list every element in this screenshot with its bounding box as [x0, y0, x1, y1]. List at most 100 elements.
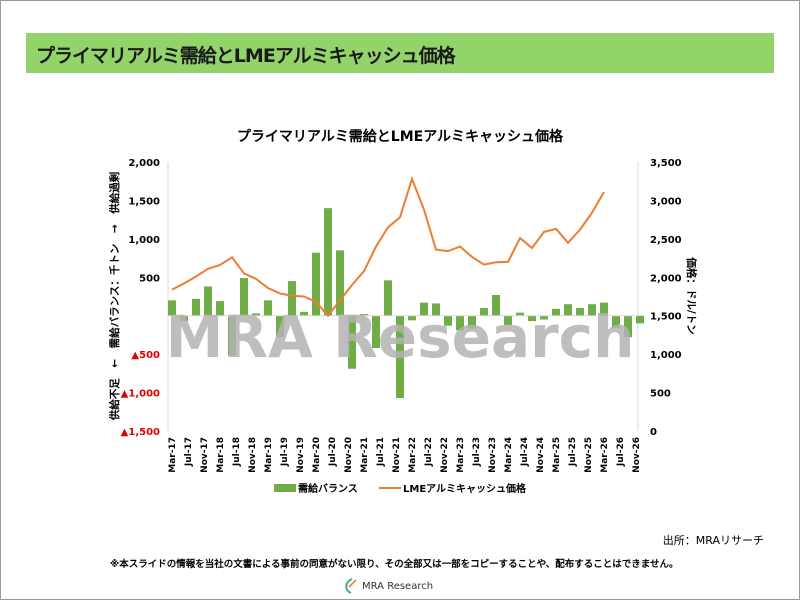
balance-bar: [324, 208, 332, 316]
right-tick-label: 0: [650, 427, 657, 438]
x-tick-label: Jul-19: [280, 437, 290, 467]
balance-bar: [372, 315, 380, 348]
balance-bar: [468, 315, 476, 329]
x-tick-label: Nov-23: [488, 437, 498, 473]
balance-bar: [444, 315, 452, 326]
x-tick-label: Nov-19: [296, 437, 306, 473]
x-tick-label: Nov-22: [440, 437, 450, 473]
logo-icon: [345, 578, 357, 594]
right-tick-label: 3,000: [650, 196, 682, 207]
balance-bar: [240, 278, 248, 316]
right-tick-label: 500: [650, 389, 671, 400]
logo-text: MRA Research: [362, 580, 434, 592]
balance-bar: [624, 315, 632, 338]
x-tick-label: Jul-17: [184, 437, 194, 467]
slide-title: プライマリアルミ需給とLMEアルミキャッシュ価格: [36, 45, 456, 67]
left-tick-label: 2,000: [128, 158, 160, 169]
balance-bar: [528, 315, 536, 322]
balance-bar: [252, 313, 260, 316]
x-tick-label: Jul-22: [424, 437, 434, 467]
left-tick-label: 1,000: [128, 235, 160, 246]
x-tick-label: Mar-20: [312, 437, 322, 473]
x-tick-label: Mar-17: [168, 437, 178, 473]
x-tick-label: Mar-26: [600, 437, 610, 473]
x-tick-label: Jul-20: [328, 437, 338, 467]
balance-bar: [288, 281, 296, 316]
x-tick-label: Mar-21: [360, 437, 370, 473]
right-tick-label: 2,000: [650, 273, 682, 284]
source-note: 出所：MRAリサーチ: [662, 534, 764, 547]
right-tick-label: 3,500: [650, 158, 682, 169]
balance-bar: [576, 308, 584, 316]
left-tick-label: ▲1,500: [121, 427, 160, 438]
balance-bar: [336, 250, 344, 316]
balance-bar: [348, 315, 356, 369]
balance-bar: [384, 280, 392, 316]
x-tick-label: Jul-18: [232, 437, 242, 467]
x-tick-label: Mar-22: [408, 437, 418, 473]
x-tick-label: Jul-26: [616, 437, 626, 467]
x-tick-label: Jul-24: [520, 437, 530, 467]
x-tick-label: Nov-20: [344, 437, 354, 473]
x-tick-label: Nov-18: [248, 437, 258, 473]
balance-bar: [564, 304, 572, 316]
balance-bar: [192, 298, 200, 316]
balance-bar: [276, 315, 284, 338]
legend-line-label: LMEアルミキャッシュ価格: [403, 482, 527, 495]
x-tick-label: Nov-25: [584, 437, 594, 473]
left-tick-label: ▲1,000: [121, 389, 160, 400]
x-tick-label: Mar-24: [504, 437, 514, 473]
x-tick-label: Jul-21: [376, 437, 386, 467]
legend-bar-label: 需給バランス: [298, 482, 358, 495]
balance-bar: [600, 302, 608, 316]
balance-bar: [432, 303, 440, 316]
right-tick-label: 1,000: [650, 350, 682, 361]
x-tick-label: Jul-25: [568, 437, 578, 467]
x-tick-label: Nov-26: [632, 437, 642, 473]
x-tick-label: Jul-23: [472, 437, 482, 467]
title-banner: プライマリアルミ需給とLMEアルミキャッシュ価格: [26, 33, 774, 73]
balance-bar: [168, 300, 176, 316]
balance-bar: [420, 302, 428, 316]
balance-bar: [456, 315, 464, 331]
x-tick-label: Nov-21: [392, 437, 402, 473]
balance-bar: [216, 301, 224, 316]
balance-bar: [396, 315, 404, 398]
balance-bar: [492, 294, 500, 316]
right-axis-label: 価格：ドル/トン: [685, 256, 698, 334]
legend-bar-swatch: [274, 484, 296, 492]
x-tick-label: Mar-23: [456, 437, 466, 473]
balance-bar: [504, 315, 512, 325]
balance-bar: [180, 315, 188, 322]
x-tick-label: Mar-18: [216, 437, 226, 473]
left-tick-label: 1,500: [128, 196, 160, 207]
left-tick-label: ▲500: [131, 350, 160, 361]
balance-bar: [552, 308, 560, 316]
footer-logo: MRA Research: [342, 577, 433, 595]
right-tick-label: 2,500: [650, 235, 682, 246]
balance-bar: [612, 315, 620, 329]
balance-bar: [360, 314, 368, 316]
left-axis-label: 供給不足 ← 需給バランス：千トン → 供給過剰: [108, 172, 121, 421]
balance-bar: [588, 304, 596, 316]
balance-bar: [264, 300, 272, 316]
chart-title: プライマリアルミ需給とLMEアルミキャッシュ価格: [237, 128, 564, 145]
x-tick-label: Nov-17: [200, 437, 210, 473]
balance-bar: [636, 315, 644, 324]
balance-bar: [516, 312, 524, 316]
balance-bar: [312, 252, 320, 316]
x-tick-label: Mar-25: [552, 437, 562, 473]
x-tick-label: Nov-24: [536, 437, 546, 473]
right-tick-label: 1,500: [650, 312, 682, 323]
balance-bar: [228, 315, 236, 356]
balance-bar: [540, 315, 548, 320]
balance-bar: [408, 315, 416, 321]
balance-bar: [204, 286, 212, 316]
left-tick-label: 500: [139, 273, 160, 284]
balance-bar: [300, 311, 308, 316]
x-tick-label: Mar-19: [264, 437, 274, 473]
disclaimer: ※本スライドの情報を当社の文書による事前の同意がない限り、その全部又は一部をコピ…: [110, 559, 679, 570]
balance-bar: [480, 308, 488, 316]
watermark: MRA Research: [166, 303, 635, 371]
